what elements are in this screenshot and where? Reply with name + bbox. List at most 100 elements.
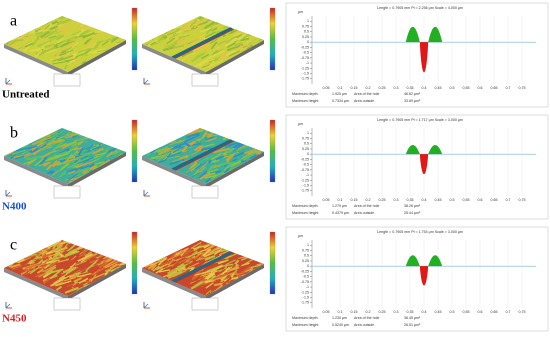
profile-frame bbox=[285, 2, 549, 108]
texture bbox=[215, 36, 227, 42]
y-tick-label: -1.5 bbox=[303, 183, 309, 187]
texture bbox=[191, 240, 204, 241]
groove bbox=[171, 250, 233, 284]
texture bbox=[244, 148, 259, 155]
texture bbox=[94, 135, 110, 144]
texture bbox=[180, 16, 189, 23]
texture bbox=[21, 144, 30, 149]
texture bbox=[186, 240, 196, 242]
texture bbox=[41, 135, 48, 141]
texture bbox=[201, 57, 209, 63]
texture bbox=[32, 257, 48, 261]
y-tick-label: -0.5 bbox=[303, 275, 309, 279]
surface bbox=[142, 16, 264, 72]
x-tick-label: 0.6 bbox=[478, 198, 483, 202]
texture bbox=[168, 18, 179, 27]
texture bbox=[123, 268, 126, 275]
texture bbox=[43, 258, 50, 265]
hole bbox=[419, 154, 429, 175]
texture bbox=[47, 250, 63, 258]
texture bbox=[142, 31, 148, 41]
texture bbox=[42, 19, 56, 29]
texture bbox=[158, 269, 171, 273]
texture bbox=[170, 244, 178, 251]
stat-text: Maximum height bbox=[292, 323, 318, 327]
texture bbox=[220, 290, 234, 295]
y-tick-label: 0 bbox=[307, 152, 309, 156]
y-tick-label: -1.75 bbox=[301, 189, 309, 193]
texture bbox=[199, 172, 211, 180]
texture bbox=[55, 34, 65, 41]
texture bbox=[194, 270, 211, 276]
texture bbox=[34, 20, 42, 26]
x-tick-label: 0.55 bbox=[463, 310, 470, 314]
x-tick-label: 0.4 bbox=[422, 198, 427, 202]
texture bbox=[178, 247, 190, 254]
texture bbox=[40, 31, 50, 39]
texture bbox=[253, 48, 264, 53]
texture bbox=[209, 38, 218, 44]
texture bbox=[75, 252, 84, 259]
stat-text: 46.62 µm² bbox=[404, 92, 421, 96]
texture bbox=[225, 35, 238, 44]
stat-text: Area outside bbox=[354, 99, 374, 103]
x-tick-label: 0.1 bbox=[338, 86, 343, 90]
texture bbox=[152, 265, 160, 272]
texture bbox=[167, 42, 178, 50]
texture bbox=[94, 152, 107, 156]
texture bbox=[106, 275, 122, 283]
x-tick-label: 0.35 bbox=[407, 198, 414, 202]
y-unit: µm bbox=[298, 10, 303, 14]
x-tick-label: 0.45 bbox=[435, 86, 442, 90]
texture bbox=[249, 153, 260, 160]
texture bbox=[27, 246, 37, 254]
x-tick-label: 0.15 bbox=[351, 198, 358, 202]
texture bbox=[35, 31, 44, 36]
texture bbox=[197, 145, 205, 152]
texture bbox=[48, 136, 57, 144]
texture bbox=[195, 128, 203, 130]
texture bbox=[152, 146, 169, 154]
surface-side bbox=[68, 264, 126, 300]
texture bbox=[174, 141, 187, 149]
texture bbox=[186, 132, 200, 139]
texture bbox=[22, 268, 34, 276]
texture bbox=[162, 146, 174, 151]
axis-icon bbox=[143, 303, 149, 309]
texture bbox=[47, 16, 57, 20]
texture bbox=[63, 276, 77, 282]
texture bbox=[95, 266, 106, 274]
texture bbox=[167, 39, 174, 48]
texture bbox=[206, 27, 213, 33]
texture bbox=[214, 173, 222, 179]
texture bbox=[43, 29, 58, 39]
texture bbox=[61, 17, 73, 25]
texture bbox=[213, 147, 230, 154]
texture bbox=[209, 247, 218, 255]
texture bbox=[187, 142, 201, 147]
texture bbox=[29, 45, 43, 51]
texture bbox=[59, 284, 76, 292]
texture bbox=[82, 159, 90, 164]
texture bbox=[45, 157, 60, 163]
texture bbox=[155, 152, 169, 161]
texture bbox=[103, 41, 112, 48]
texture bbox=[97, 41, 106, 49]
texture bbox=[167, 252, 184, 261]
hump bbox=[405, 144, 420, 155]
texture bbox=[69, 274, 80, 279]
texture bbox=[38, 46, 55, 56]
axis-icon bbox=[5, 303, 11, 309]
texture bbox=[26, 31, 40, 37]
texture bbox=[44, 16, 55, 21]
axis-icon bbox=[143, 79, 149, 85]
stat-text: 26.51 µm² bbox=[404, 323, 421, 327]
x-tick-label: 0.25 bbox=[379, 198, 386, 202]
texture bbox=[163, 22, 173, 31]
texture bbox=[233, 42, 243, 47]
x-tick-label: 0.6 bbox=[478, 310, 483, 314]
texture bbox=[190, 158, 201, 165]
texture bbox=[193, 135, 201, 142]
texture bbox=[161, 269, 169, 277]
texture bbox=[219, 250, 230, 256]
